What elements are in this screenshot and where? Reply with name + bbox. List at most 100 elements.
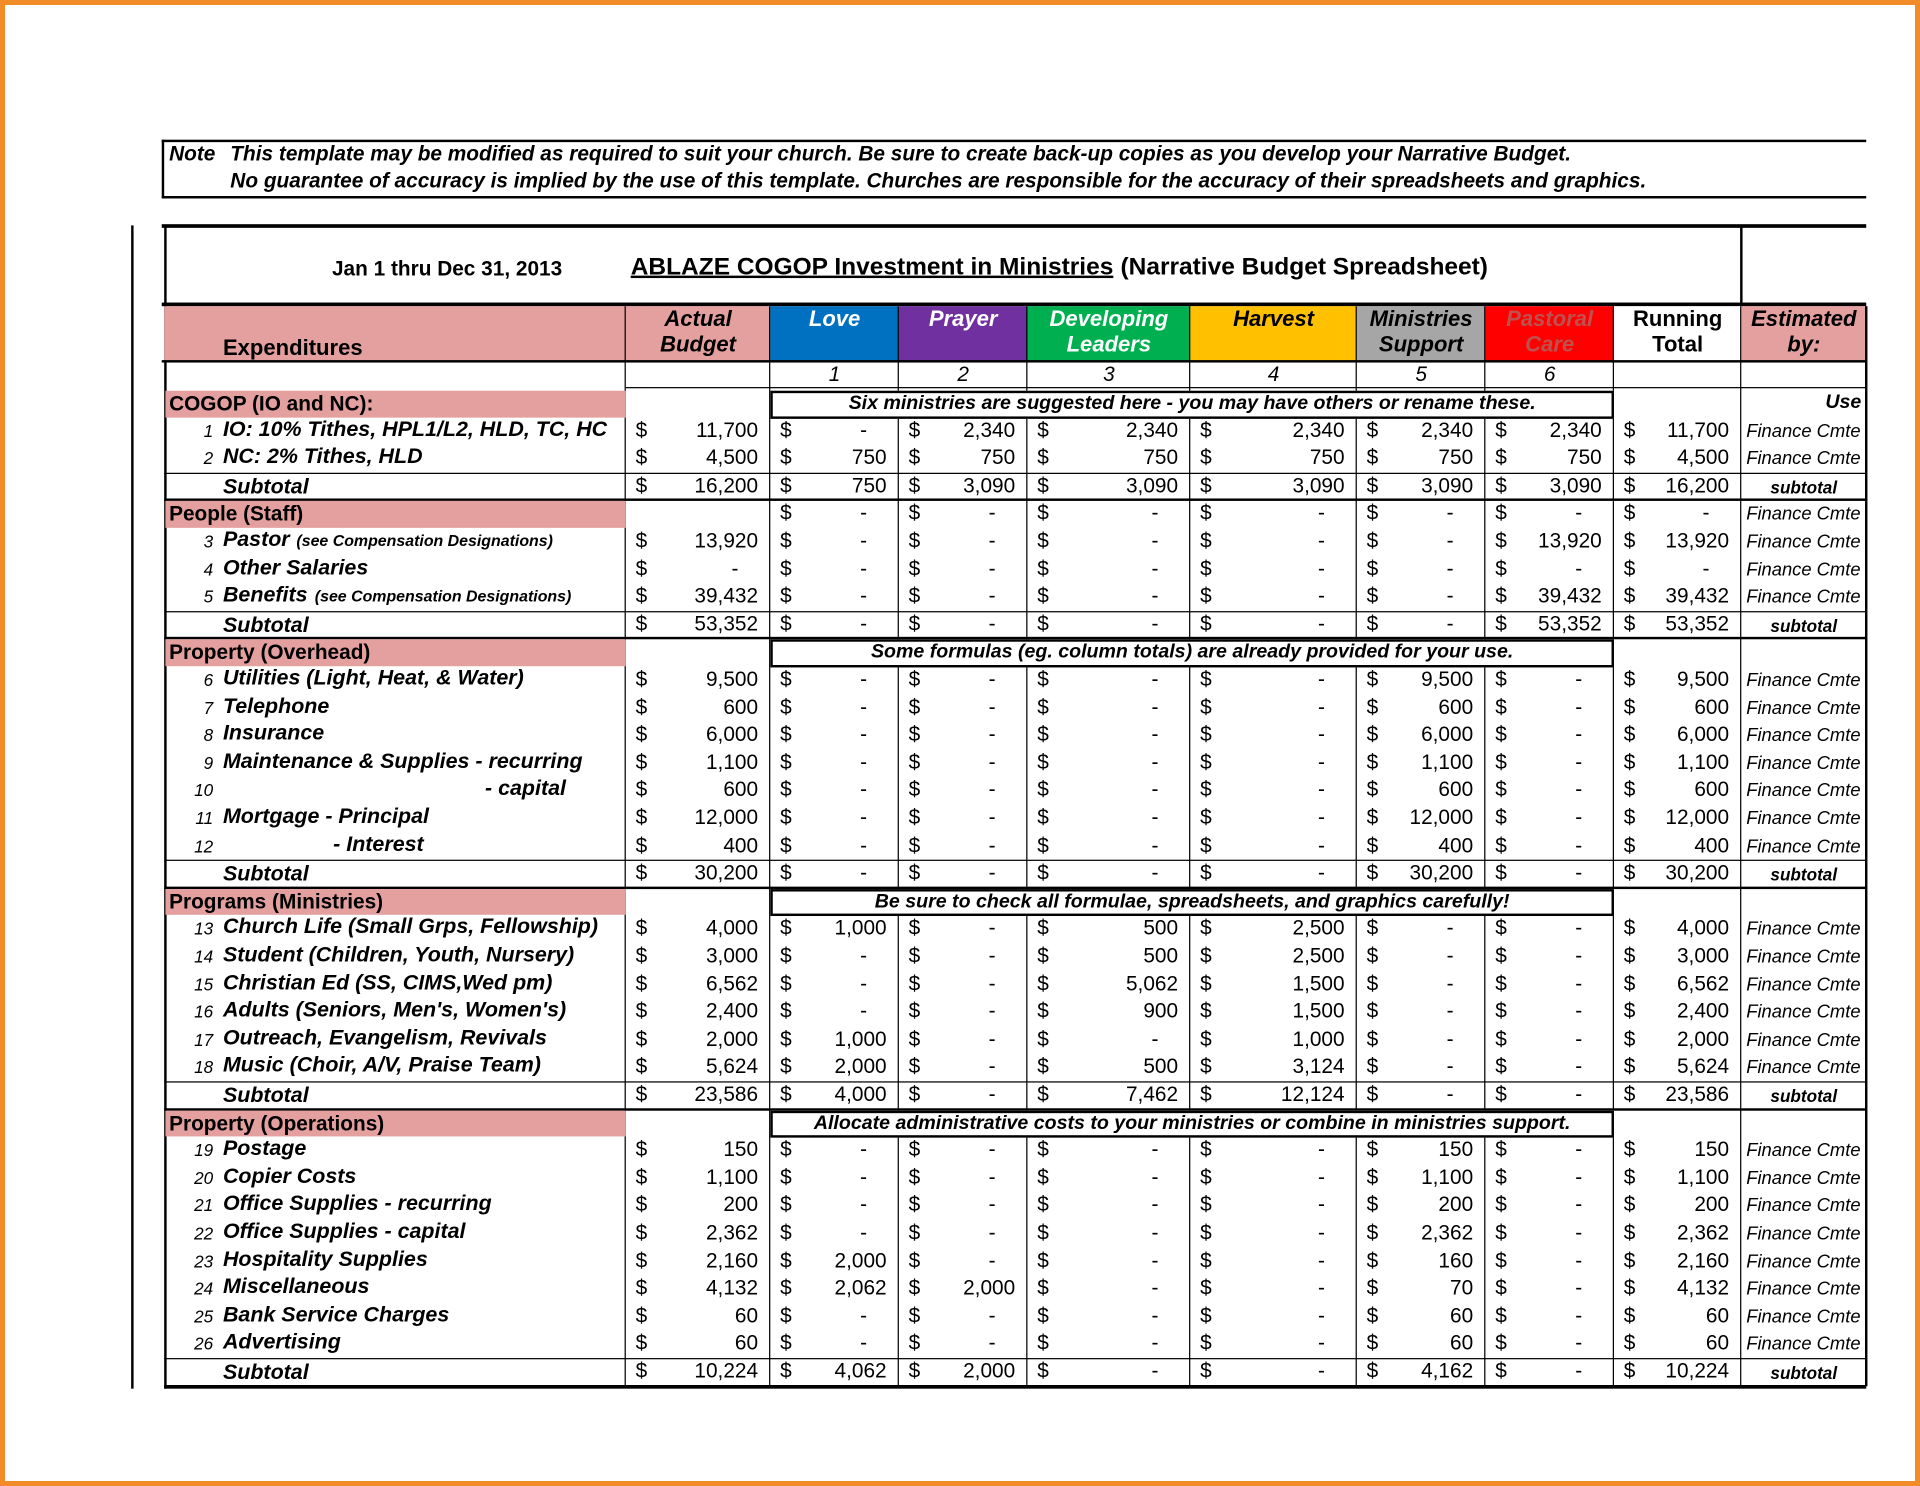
amount: - [1318, 861, 1326, 885]
amount: - [860, 529, 868, 553]
currency-sign: $ [1200, 1137, 1212, 1162]
currency-sign: $ [1623, 944, 1636, 968]
amount: 750 [851, 446, 887, 470]
estimated-by: Use [1825, 391, 1862, 413]
currency-sign: $ [1366, 1054, 1379, 1079]
currency-sign: $ [1200, 1303, 1212, 1328]
amount: 1,100 [705, 1165, 759, 1189]
amount: - [1575, 501, 1583, 525]
amount: 3,090 [963, 473, 1016, 497]
estimated-by: Finance Cmte [1746, 1334, 1861, 1355]
currency-sign: $ [1495, 1193, 1507, 1217]
currency-sign: $ [780, 1359, 792, 1383]
currency-sign: $ [1623, 612, 1636, 636]
currency-sign: $ [908, 722, 921, 747]
estimated-by: subtotal [1770, 615, 1838, 636]
currency-sign: $ [1495, 944, 1507, 968]
row-number: 25 [194, 1306, 214, 1326]
amount: 2,000 [834, 1054, 887, 1079]
amount: 4,132 [1676, 1276, 1730, 1300]
currency-sign: $ [1366, 529, 1379, 553]
item-label: Pastor [222, 526, 290, 552]
section-label: Programs (Ministries) [165, 888, 626, 916]
currency-sign: $ [1037, 1331, 1049, 1355]
currency-sign: $ [1037, 722, 1049, 747]
currency-sign: $ [1366, 971, 1379, 996]
item-label: Other Salaries [222, 554, 369, 579]
currency-sign: $ [1366, 584, 1379, 608]
rule [164, 1384, 1867, 1387]
currency-sign: $ [1200, 1082, 1212, 1106]
currency-sign: $ [635, 1359, 648, 1383]
currency-sign: $ [1037, 1082, 1049, 1106]
currency-sign: $ [780, 778, 792, 802]
rule [1740, 306, 1742, 1387]
amount: 1,100 [705, 750, 759, 774]
estimated-by: Finance Cmte [1746, 1140, 1861, 1162]
amount: - [860, 971, 868, 996]
rule [1740, 225, 1743, 307]
amount: 13,920 [1538, 529, 1602, 553]
item-label: Music (Choir, A/V, Praise Team) [222, 1052, 541, 1077]
currency-sign: $ [908, 833, 921, 857]
currency-sign: $ [1037, 805, 1049, 830]
column-header: Estimated by: [1741, 306, 1867, 362]
amount: 2,000 [963, 1359, 1016, 1383]
amount: - [1151, 1331, 1159, 1355]
amount: 4,000 [705, 916, 759, 940]
amount: 13,920 [1665, 529, 1730, 553]
header-text: Ministries [1369, 306, 1473, 331]
currency-sign: $ [908, 861, 921, 885]
currency-sign: $ [1037, 750, 1049, 774]
currency-sign: $ [908, 1165, 921, 1189]
amount: - [1575, 750, 1583, 774]
amount: 3,000 [705, 944, 759, 968]
amount: - [1446, 1027, 1454, 1051]
amount: - [860, 833, 868, 857]
currency-sign: $ [780, 861, 792, 885]
currency-sign: $ [1623, 999, 1636, 1023]
currency-sign: $ [1200, 916, 1212, 940]
currency-sign: $ [1623, 418, 1636, 442]
currency-sign: $ [1200, 999, 1212, 1023]
amount: - [1575, 778, 1583, 802]
currency-sign: $ [1623, 1193, 1636, 1217]
currency-sign: $ [1366, 1220, 1379, 1245]
amount: 2,062 [834, 1276, 887, 1300]
currency-sign: $ [780, 916, 792, 940]
currency-sign: $ [1200, 861, 1212, 885]
currency-sign: $ [1200, 418, 1212, 442]
currency-sign: $ [1495, 1359, 1507, 1383]
currency-sign: $ [1495, 695, 1507, 719]
rule [624, 306, 626, 1387]
currency-sign: $ [780, 722, 792, 747]
row-number: 9 [203, 752, 214, 773]
amount: - [1151, 584, 1159, 608]
currency-sign: $ [1037, 667, 1049, 691]
header-text: Actual [664, 306, 732, 331]
amount: 2,000 [834, 1248, 887, 1272]
currency-sign: $ [1037, 1165, 1049, 1189]
currency-sign: $ [1037, 1303, 1049, 1328]
banner: Six ministries are suggested here - you … [770, 390, 1614, 419]
item-label: Copier Costs [222, 1163, 357, 1188]
amount: 3,090 [1125, 473, 1179, 497]
currency-sign: $ [1200, 473, 1212, 497]
amount: 39,432 [1665, 584, 1730, 608]
currency-sign: $ [1200, 556, 1212, 581]
amount: - [1318, 750, 1326, 774]
column-number: 3 [1103, 362, 1115, 386]
currency-sign: $ [1495, 1165, 1507, 1189]
currency-sign: $ [1200, 1359, 1212, 1383]
currency-sign: $ [1495, 612, 1507, 636]
row-number: 13 [194, 918, 214, 939]
amount: 600 [723, 778, 759, 802]
currency-sign: $ [1495, 1248, 1507, 1272]
estimated-by: subtotal [1770, 477, 1838, 497]
currency-sign: $ [1037, 1276, 1049, 1300]
amount: - [1575, 1303, 1583, 1328]
amount: 900 [1143, 999, 1179, 1023]
amount: 4,000 [834, 1082, 887, 1106]
note-line: No guarantee of accuracy is implied by t… [230, 169, 1647, 193]
